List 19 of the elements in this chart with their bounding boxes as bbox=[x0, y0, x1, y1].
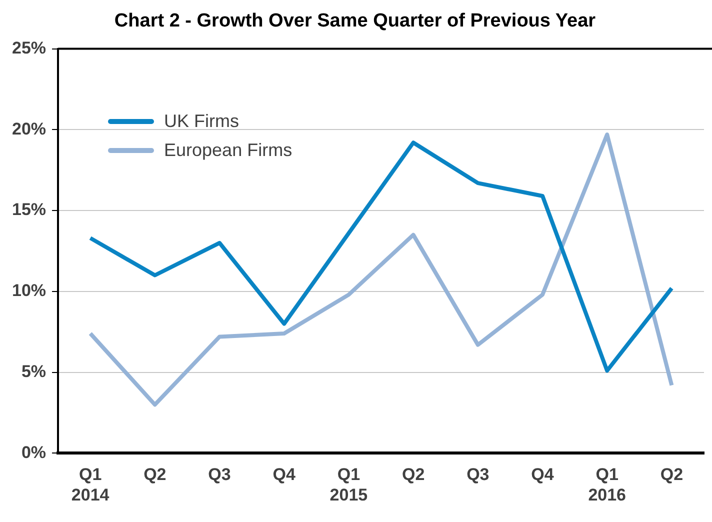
x-tick-label: Q3 bbox=[208, 465, 231, 484]
x-tick-label: Q1 2016 bbox=[588, 465, 626, 504]
x-tick-label: Q3 bbox=[466, 465, 490, 484]
y-tick-label: 10% bbox=[12, 281, 46, 300]
x-tick-label: Q2 bbox=[660, 465, 684, 484]
y-tick-label: 0% bbox=[21, 442, 46, 462]
legend-label: European Firms bbox=[164, 140, 292, 161]
y-tick-label: 15% bbox=[12, 200, 46, 220]
x-tick-label: Q1 2014 bbox=[71, 465, 110, 504]
x-tick-label: Q1 2015 bbox=[330, 465, 368, 504]
y-tick-label: 25% bbox=[12, 38, 46, 58]
x-tick-label: Q4 bbox=[272, 465, 296, 484]
y-tick-label: 20% bbox=[12, 119, 46, 138]
x-tick-label: Q2 bbox=[144, 465, 166, 484]
chart-title: Chart 2 - Growth Over Same Quarter of Previous Year bbox=[114, 10, 596, 32]
y-tick-label: 5% bbox=[21, 362, 46, 382]
x-tick-label: Q4 bbox=[531, 465, 554, 484]
legend-label: UK Firms bbox=[164, 110, 240, 132]
x-tick-label: Q2 bbox=[402, 465, 425, 484]
